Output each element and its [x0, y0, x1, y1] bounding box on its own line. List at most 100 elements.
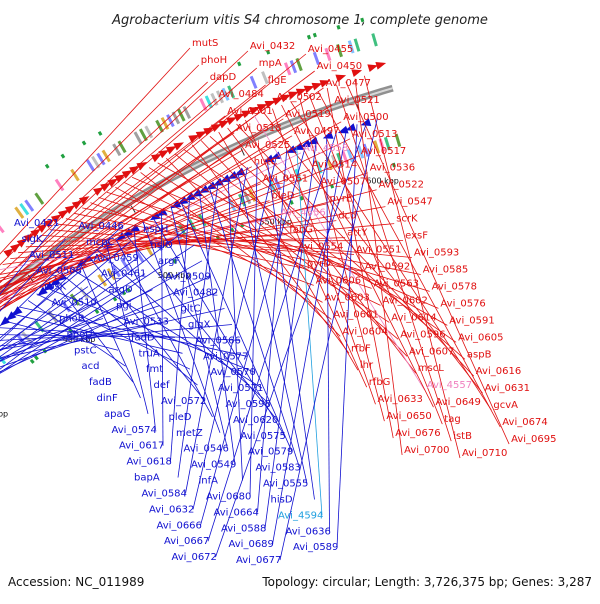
reverse-gene-label[interactable]: hspH	[143, 224, 168, 235]
forward-gene-label[interactable]: Avi_0700	[404, 445, 449, 456]
reverse-gene-label[interactable]: Avi_0680	[206, 492, 251, 503]
forward-gene-label[interactable]: Avi_0631	[485, 383, 530, 394]
forward-gene-label[interactable]: hutC	[254, 157, 278, 168]
reverse-gene-label[interactable]: Avi_0509	[166, 272, 211, 283]
reverse-gene-label[interactable]: Avi_0574	[112, 425, 157, 436]
forward-gene-label[interactable]: Avi_0606	[316, 275, 361, 286]
forward-gene-label[interactable]: Avi_0614	[391, 312, 436, 323]
reverse-gene-label[interactable]: Avi_0632	[149, 504, 194, 515]
reverse-gene-label[interactable]: def	[154, 380, 171, 391]
reverse-gene-label[interactable]: Avi_0577	[203, 351, 248, 362]
reverse-gene-label[interactable]: apaG	[104, 409, 130, 420]
forward-gene-label[interactable]: Avi_0521	[334, 95, 379, 106]
reverse-gene-label[interactable]: Avi_0446	[79, 221, 124, 232]
reverse-gene-label[interactable]: Avi_0618	[127, 457, 172, 468]
forward-gene-label[interactable]: Avi_0593	[414, 248, 459, 259]
forward-gene-label[interactable]: Avi_0695	[511, 434, 556, 445]
forward-gene-label[interactable]: Avi_0596	[400, 329, 445, 340]
reverse-gene-label[interactable]: Avi_0572	[161, 396, 206, 407]
forward-gene-label[interactable]: exsF	[405, 231, 428, 242]
forward-gene-label[interactable]: Avi_0561	[263, 174, 308, 185]
reverse-gene-label[interactable]: Avi_0549	[191, 460, 236, 471]
reverse-gene-label[interactable]: Avi_0575	[241, 431, 286, 442]
reverse-gene-label[interactable]: Avi_0570	[211, 367, 256, 378]
forward-gene-label[interactable]: Avi_0502	[277, 92, 322, 103]
forward-gene-label[interactable]: Avi_0450	[317, 61, 362, 72]
reverse-gene-label[interactable]: Avi_0482	[173, 288, 218, 299]
forward-gene-label[interactable]: Avi_0497	[294, 126, 339, 137]
reverse-gene-label[interactable]: Avi_0664	[214, 507, 259, 518]
reverse-gene-label[interactable]: Avi_0589	[293, 542, 338, 553]
forward-gene-label[interactable]: istB	[453, 431, 472, 442]
forward-gene-label[interactable]: Avi_0676	[395, 428, 440, 439]
reverse-gene-label[interactable]: pstC	[74, 345, 96, 356]
forward-gene-label[interactable]: lhr	[360, 360, 374, 371]
forward-gene-label[interactable]: Avi_4556	[280, 208, 325, 219]
forward-gene-label[interactable]: Avi_0650	[386, 411, 431, 422]
forward-gene-label[interactable]: Avi_0607	[409, 346, 454, 357]
forward-gene-label[interactable]: Avi_0507	[321, 177, 366, 188]
forward-gene-label[interactable]: pleD	[272, 191, 295, 202]
reverse-gene-label[interactable]: Avi_0588	[221, 523, 266, 534]
reverse-gene-label[interactable]: Avi_0666	[157, 520, 202, 531]
forward-gene-label[interactable]: Avi_0525	[245, 140, 290, 151]
forward-gene-label[interactable]: Avi_0601	[333, 309, 378, 320]
reverse-gene-label[interactable]: acd	[82, 361, 100, 372]
reverse-gene-label[interactable]: fadB	[89, 377, 112, 388]
reverse-gene-label[interactable]: Avi_0583	[256, 463, 301, 474]
reverse-gene-label[interactable]: Avi_0677	[236, 555, 281, 566]
forward-gene-label[interactable]: Avi_0585	[423, 265, 468, 276]
forward-gene-label[interactable]: phoH	[201, 55, 227, 66]
forward-gene-label[interactable]: gcvA	[493, 400, 518, 411]
reverse-gene-label[interactable]: Avi_0510	[52, 298, 97, 309]
forward-gene-label[interactable]: aspB	[467, 349, 492, 360]
reverse-gene-label[interactable]: Avi_0533	[124, 317, 169, 328]
forward-gene-label[interactable]: Avi_4557	[427, 380, 472, 391]
forward-gene-label[interactable]: Avi_0649	[436, 397, 481, 408]
forward-gene-label[interactable]: mutS	[192, 38, 218, 49]
reverse-gene-label[interactable]: fadD	[131, 332, 155, 343]
forward-gene-label[interactable]: Avi_0602	[383, 295, 428, 306]
reverse-gene-label[interactable]: mcpC	[86, 237, 115, 248]
forward-gene-label[interactable]: Avi_0674	[502, 417, 547, 428]
reverse-gene-label[interactable]: Avi_0689	[229, 539, 274, 550]
reverse-gene-label[interactable]: Avi_0672	[172, 552, 217, 563]
forward-gene-label[interactable]: Avi_4558	[303, 143, 348, 154]
reverse-gene-label[interactable]: Avi_0566	[196, 335, 241, 346]
reverse-gene-label[interactable]: argD	[109, 285, 133, 296]
reverse-gene-label[interactable]: Avi_0571	[218, 383, 263, 394]
reverse-gene-label[interactable]: truA	[139, 348, 160, 359]
reverse-gene-label[interactable]: Avi_0598	[226, 399, 271, 410]
reverse-gene-label[interactable]: sigK	[22, 234, 43, 245]
forward-gene-label[interactable]: dcd	[338, 211, 356, 222]
forward-gene-label[interactable]: Avi_0576	[440, 298, 485, 309]
forward-gene-label[interactable]: fabG	[289, 225, 313, 236]
forward-gene-label[interactable]: mpA	[259, 58, 282, 69]
forward-gene-label[interactable]: tag	[444, 414, 460, 425]
forward-gene-label[interactable]: Avi_0551	[356, 245, 401, 256]
reverse-gene-label[interactable]: pgi	[116, 301, 131, 312]
reverse-gene-label[interactable]: hslO	[151, 240, 173, 251]
forward-gene-label[interactable]: Avi_0518	[236, 123, 281, 134]
reverse-gene-label[interactable]: Avi_0511	[29, 250, 74, 261]
forward-gene-label[interactable]: rfbF	[351, 343, 371, 354]
reverse-gene-label[interactable]: Avi_0620	[233, 415, 278, 426]
reverse-gene-label[interactable]: pleD	[169, 412, 192, 423]
reverse-gene-label[interactable]: dinF	[97, 393, 118, 404]
forward-gene-label[interactable]: Avi_0554	[298, 242, 343, 253]
forward-gene-label[interactable]: Avi_0592	[365, 262, 410, 273]
forward-gene-label[interactable]: rfbG	[369, 377, 391, 388]
reverse-gene-label[interactable]: glgX	[188, 320, 210, 331]
forward-gene-label[interactable]: attY	[347, 228, 368, 239]
forward-gene-label[interactable]: Avi_0547	[387, 197, 432, 208]
reverse-gene-label[interactable]: Avi_0617	[119, 441, 164, 452]
forward-gene-label[interactable]: Avi_0633	[378, 394, 423, 405]
forward-gene-label[interactable]: Avi_0432	[250, 41, 295, 52]
reverse-gene-label[interactable]: Avi_0579	[248, 447, 293, 458]
forward-gene-label[interactable]: Avi_0477	[326, 78, 371, 89]
reverse-gene-label[interactable]: Avi_0461	[101, 269, 146, 280]
forward-gene-label[interactable]: Avi_0536	[370, 163, 415, 174]
forward-gene-label[interactable]: Avi_0616	[476, 366, 521, 377]
reverse-gene-label[interactable]: metZ	[176, 428, 203, 439]
reverse-gene-label[interactable]: Avi_0636	[286, 526, 331, 537]
